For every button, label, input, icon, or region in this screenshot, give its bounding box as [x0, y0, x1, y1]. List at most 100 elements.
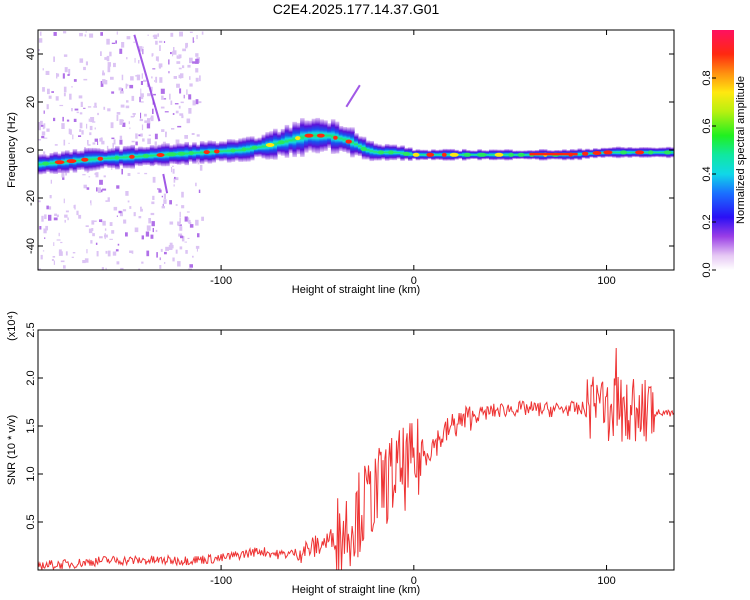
noise-speckle: [48, 95, 52, 99]
noise-speckle: [185, 250, 188, 254]
noise-speckle: [141, 235, 144, 240]
ridge-peak: [412, 152, 420, 157]
noise-speckle: [133, 113, 135, 117]
noise-speckle: [69, 93, 72, 100]
noise-speckle: [201, 216, 204, 221]
ridge-peak: [156, 153, 165, 157]
noise-speckle: [111, 42, 116, 44]
ridge-peak: [592, 151, 602, 155]
noise-speckle: [119, 135, 123, 140]
noise-speckle: [121, 42, 125, 48]
noise-speckle: [38, 200, 41, 203]
noise-speckle: [105, 267, 107, 270]
colorbar-tick-label: 0.0: [701, 262, 713, 277]
ridge-peak: [494, 152, 504, 157]
noise-speckle: [179, 88, 182, 94]
noise-speckle: [140, 206, 142, 209]
ridge-segment: [654, 147, 660, 157]
noise-speckle: [95, 172, 99, 178]
ridge-segment: [88, 147, 93, 172]
noise-speckle: [140, 81, 143, 85]
noise-speckle: [100, 81, 104, 87]
noise-speckle: [81, 130, 84, 135]
noise-speckle: [46, 128, 50, 132]
ridge-peak: [663, 150, 672, 155]
noise-speckle: [104, 80, 108, 85]
noise-speckle: [170, 100, 173, 105]
ridge-peak: [166, 152, 177, 157]
snr-series-line: [38, 347, 674, 570]
noise-speckle: [179, 226, 183, 231]
ridge-segment: [107, 148, 112, 168]
noise-speckle: [192, 61, 196, 64]
ridge-peak: [42, 161, 50, 166]
noise-speckle: [195, 219, 199, 226]
ridge-segment: [631, 147, 637, 158]
noise-speckle: [94, 102, 97, 106]
noise-speckle: [60, 260, 65, 263]
snr-series-group: [38, 347, 674, 570]
colorbar-tick-label: 0.8: [701, 70, 713, 85]
noise-speckle: [51, 259, 54, 261]
ridge-segment: [577, 148, 583, 161]
noise-speckle: [172, 50, 177, 55]
ridge-segment: [38, 154, 43, 175]
noise-speckle: [149, 86, 153, 92]
noise-speckle: [43, 110, 45, 114]
noise-speckle: [78, 95, 83, 99]
noise-speckle: [146, 83, 149, 87]
noise-speckle: [161, 95, 164, 100]
snr-y-label: SNR (10 * v/v): [6, 415, 18, 485]
noise-speckle: [163, 193, 166, 200]
ridge-peak: [463, 152, 472, 157]
noise-speckle: [139, 118, 143, 122]
noise-speckle: [188, 219, 191, 224]
noise-speckle: [138, 268, 141, 270]
noise-speckle: [179, 211, 181, 218]
ridge-segment: [273, 128, 278, 160]
ridge-segment: [435, 149, 440, 160]
ridge-segment: [627, 147, 633, 158]
ridge-segment: [238, 138, 243, 162]
noise-speckle: [160, 248, 163, 252]
noise-speckle: [51, 91, 54, 93]
ridge-segment: [658, 147, 664, 158]
noise-speckle: [39, 124, 44, 127]
noise-speckle: [180, 101, 184, 104]
noise-speckle: [79, 129, 82, 132]
noise-speckle: [64, 219, 66, 223]
noise-speckle: [129, 206, 132, 209]
noise-speckle: [189, 83, 193, 87]
noise-speckle: [83, 78, 88, 81]
noise-speckle: [106, 55, 110, 62]
noise-speckle: [63, 265, 66, 269]
noise-speckle: [105, 200, 108, 202]
ridge-peak: [441, 152, 447, 157]
noise-speckle: [106, 38, 110, 45]
noise-speckle: [157, 188, 161, 190]
noise-speckle: [82, 260, 86, 264]
noise-speckle: [83, 184, 87, 189]
ridge-segment: [523, 150, 529, 160]
ridge-segment: [589, 149, 594, 158]
noise-speckle: [177, 221, 181, 226]
noise-speckle: [119, 119, 123, 125]
noise-speckle: [184, 241, 187, 243]
noise-speckle: [189, 224, 194, 228]
noise-speckle: [134, 227, 139, 233]
noise-speckle: [44, 237, 46, 239]
y-tick-label: 2.0: [25, 370, 37, 385]
noise-speckle: [68, 128, 71, 135]
ridge-segment: [338, 126, 344, 151]
noise-speckle: [38, 49, 40, 52]
noise-speckle: [198, 101, 202, 104]
noise-speckle: [115, 40, 117, 44]
ridge-segment: [458, 150, 463, 159]
noise-speckle: [53, 32, 57, 36]
noise-speckle: [96, 187, 98, 192]
noise-speckle: [187, 237, 190, 239]
noise-speckle: [100, 137, 103, 141]
noise-speckle: [38, 268, 41, 270]
noise-speckle: [174, 103, 179, 105]
ridge-segment: [670, 147, 674, 158]
